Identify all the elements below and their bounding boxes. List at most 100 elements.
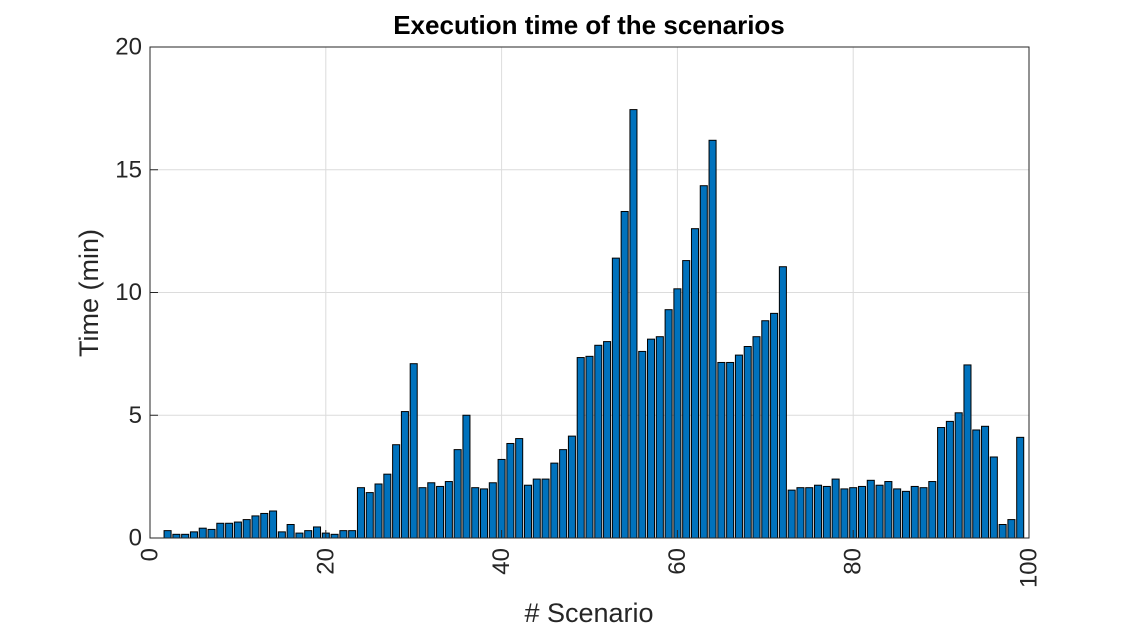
- bar: [532, 478, 541, 539]
- x-tick-label: 100: [1016, 548, 1043, 588]
- bar: [664, 309, 673, 539]
- bar: [330, 533, 339, 539]
- bar: [541, 478, 550, 539]
- bar: [884, 481, 893, 539]
- bar: [251, 515, 260, 539]
- bar: [497, 458, 506, 539]
- bar: [603, 341, 612, 539]
- bar: [655, 336, 664, 539]
- bar: [998, 523, 1007, 539]
- bar: [198, 527, 207, 539]
- bar: [418, 487, 427, 539]
- bar: [770, 312, 779, 539]
- bar: [919, 487, 928, 539]
- bar: [365, 492, 374, 539]
- bar: [866, 479, 875, 539]
- bar: [945, 420, 954, 539]
- bar: [743, 346, 752, 539]
- bar: [901, 490, 910, 539]
- bar: [348, 530, 357, 539]
- bar: [611, 257, 620, 539]
- bar: [647, 338, 656, 539]
- x-tick-label: 60: [664, 548, 691, 575]
- y-tick-label: 5: [129, 402, 142, 429]
- bar: [752, 336, 761, 539]
- bar: [638, 350, 647, 539]
- bar: [523, 484, 532, 539]
- bar: [734, 354, 743, 539]
- bar: [436, 485, 445, 539]
- chart-title: Execution time of the scenarios: [393, 10, 785, 40]
- bar: [383, 473, 392, 539]
- bar: [304, 530, 313, 539]
- bar: [400, 411, 409, 539]
- bar: [831, 478, 840, 539]
- y-tick-label: 10: [115, 279, 142, 306]
- bar: [708, 139, 717, 539]
- bar: [189, 531, 198, 539]
- bar: [682, 260, 691, 539]
- bar: [181, 533, 190, 539]
- bar: [857, 485, 867, 539]
- bar: [822, 485, 831, 539]
- bar: [515, 438, 524, 539]
- bar: [981, 425, 990, 539]
- bar: [989, 456, 998, 539]
- bar: [805, 487, 814, 539]
- bar: [778, 266, 787, 539]
- bar: [576, 357, 585, 539]
- bar: [233, 521, 242, 539]
- bar: [796, 487, 805, 539]
- y-tick-label: 20: [115, 34, 142, 61]
- bar: [207, 528, 216, 539]
- bar: [567, 435, 576, 539]
- bar: [506, 442, 515, 539]
- bar: [471, 487, 480, 539]
- bar: [673, 288, 682, 539]
- bar: [374, 483, 383, 539]
- x-tick-label: 0: [137, 548, 164, 561]
- bar: [954, 412, 963, 539]
- bar: [295, 532, 304, 539]
- bar: [699, 185, 708, 539]
- bar: [444, 481, 453, 539]
- bar: [550, 462, 559, 539]
- bar: [761, 320, 770, 539]
- bar: [937, 427, 946, 539]
- bars: [163, 109, 1025, 539]
- x-tick-label: 80: [840, 548, 867, 575]
- bar: [462, 414, 471, 539]
- x-axis-label: # Scenario: [524, 598, 653, 628]
- bar: [1016, 436, 1025, 539]
- bar: [260, 512, 269, 539]
- bar: [690, 228, 699, 539]
- bar: [242, 519, 251, 539]
- bar: [427, 482, 436, 539]
- bar: [928, 481, 937, 539]
- bar: [480, 488, 489, 539]
- bar: [216, 522, 225, 539]
- ticks: 0 20 40 60 80 100 0 5 10 15 20: [115, 34, 1042, 589]
- bar: [629, 109, 638, 539]
- bar: [225, 522, 234, 539]
- bar: [339, 530, 348, 539]
- bar: [269, 510, 278, 539]
- bar: [787, 489, 796, 539]
- bar: [453, 449, 462, 539]
- bar: [559, 449, 568, 539]
- bar: [963, 364, 972, 539]
- bar: [488, 482, 497, 539]
- bar: [286, 523, 295, 539]
- bar: [1007, 519, 1016, 539]
- bar: [163, 530, 172, 539]
- bar: [840, 488, 849, 539]
- bar: [620, 210, 629, 539]
- bar: [726, 361, 735, 539]
- bar: [972, 429, 981, 539]
- x-tick-label: 40: [488, 548, 515, 575]
- bar: [277, 531, 286, 539]
- bar: [814, 484, 823, 539]
- y-tick-label: 15: [115, 156, 142, 183]
- x-tick-label: 20: [312, 548, 339, 575]
